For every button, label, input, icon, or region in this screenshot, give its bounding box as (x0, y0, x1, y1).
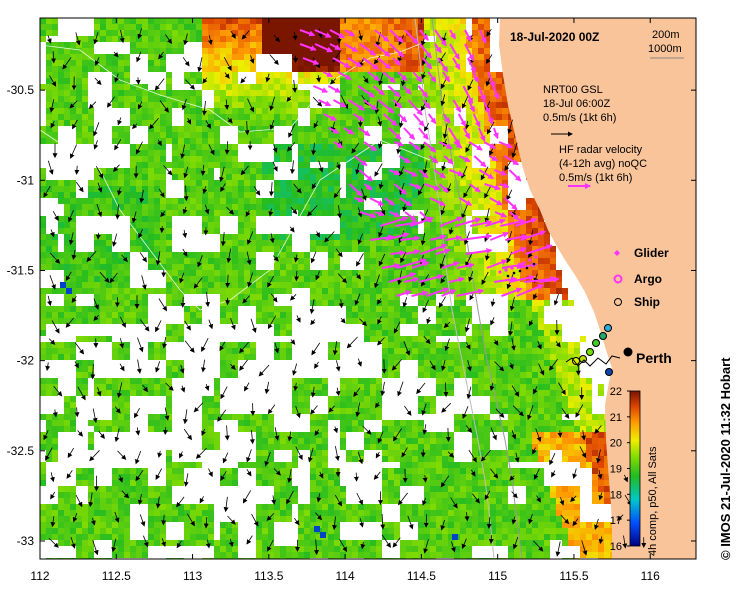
ship-track (506, 262, 536, 278)
land-mass (499, 18, 696, 559)
x-axis: 112 112.5 113 113.5 114 114.5 115 115.5 116 (30, 18, 660, 583)
x-tick-label: 113 (183, 569, 202, 583)
colorbar-ticks: 16 17 18 19 20 21 22 (610, 386, 630, 553)
depth-legend-200m: 200m (652, 29, 680, 41)
x-tick-label: 113.5 (254, 569, 283, 583)
y-tick-label: -30.5 (7, 83, 35, 97)
hf-legend-line2: (4-12h avg) noQC (559, 158, 647, 170)
argo-legend-symbol (613, 274, 623, 284)
colorbar-tick-label: 22 (610, 386, 622, 398)
x-tick-label: 115 (488, 569, 507, 583)
colorbar-label: 4h comp, p50, All Sats (647, 446, 659, 556)
hf-legend-line1: HF radar velocity (559, 144, 643, 156)
coastal-track (565, 355, 621, 367)
glider-legend-symbol (614, 250, 620, 256)
x-tick-label: 114.5 (407, 569, 436, 583)
x-tick-label: 112.5 (102, 569, 131, 583)
y-axis: -30.5 -31 -31.5 -32 -32.5 -33 (7, 83, 696, 548)
map-title: 18-Jul-2020 00Z (510, 30, 599, 44)
colorbar-tick-label: 17 (610, 515, 622, 527)
y-tick-label: -33 (17, 534, 35, 548)
depth-legend-1000m: 1000m (648, 43, 682, 55)
x-tick-label: 114 (336, 569, 355, 583)
plot-frame (39, 17, 697, 560)
glider-track (498, 255, 538, 274)
colorbar-ramp (629, 390, 641, 547)
hf-radar-vectors (299, 29, 560, 297)
gsl-legend-line1: NRT00 GSL (543, 84, 603, 96)
y-tick-label: -32 (17, 354, 35, 368)
gsl-legend-line2: 18-Jul 06:00Z (543, 98, 611, 110)
ship-legend-symbol (614, 298, 622, 306)
gsl-legend-line3: 0.5m/s (1kt 6h) (543, 112, 616, 124)
ship-legend-label: Ship (634, 295, 660, 309)
credit-text: © IMOS 21-Jul-2020 11:32 Hobart (718, 357, 733, 560)
argo-legend-label: Argo (634, 272, 662, 286)
sst-contour (40, 129, 431, 311)
x-tick-label: 112 (30, 569, 49, 583)
city-label-perth: Perth (636, 350, 672, 366)
colorbar-tick-label: 16 (610, 541, 622, 553)
y-tick-label: -31 (17, 173, 35, 187)
hf-legend-line3: 0.5m/s (1kt 6h) (559, 172, 632, 184)
colorbar: 16 17 18 19 20 21 22 4h comp, p50, All Sats (610, 386, 659, 556)
x-tick-label: 116 (641, 569, 660, 583)
colorbar-tick-label: 20 (610, 438, 622, 450)
y-tick-label: -32.5 (7, 444, 35, 458)
y-tick-label: -31.5 (7, 263, 35, 277)
perth-marker (623, 347, 633, 357)
glider-legend-label: Glider (634, 246, 669, 260)
x-tick-label: 115.5 (559, 569, 588, 583)
colorbar-tick-label: 18 (610, 489, 622, 501)
colorbar-tick-label: 21 (610, 412, 622, 424)
colorbar-tick-label: 19 (610, 464, 622, 476)
gsl-current-vectors (43, 28, 647, 557)
